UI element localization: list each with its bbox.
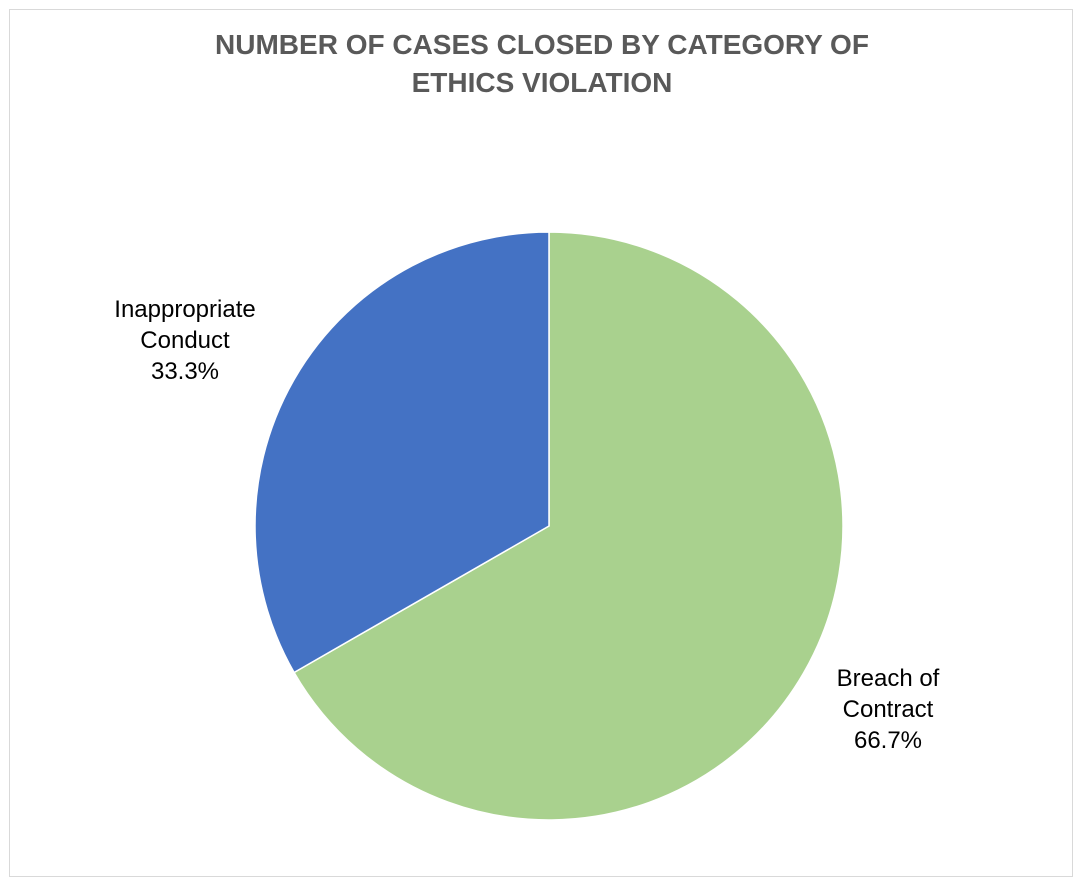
slice-category-label: Contract — [843, 696, 934, 723]
slice-label-1: Breach of Contract 66.7% — [837, 665, 940, 754]
slice-category-label: Breach of — [837, 665, 940, 692]
slice-category-label: Inappropriate — [114, 296, 255, 323]
pie-slice-1 — [293, 231, 844, 821]
slice-category-label: Conduct — [140, 327, 230, 354]
chart-title-line-1: NUMBER OF CASES CLOSED BY CATEGORY OF — [215, 29, 869, 60]
chart-title: NUMBER OF CASES CLOSED BY CATEGORY OF ET… — [0, 26, 1084, 102]
slice-label-2: Inappropriate Conduct 33.3% — [114, 296, 255, 385]
slice-value-label: 33.3% — [151, 358, 219, 385]
chart-title-line-2: ETHICS VIOLATION — [411, 67, 673, 98]
slice-value-label: 66.7% — [854, 727, 922, 754]
pie-slice-2 — [254, 231, 550, 674]
